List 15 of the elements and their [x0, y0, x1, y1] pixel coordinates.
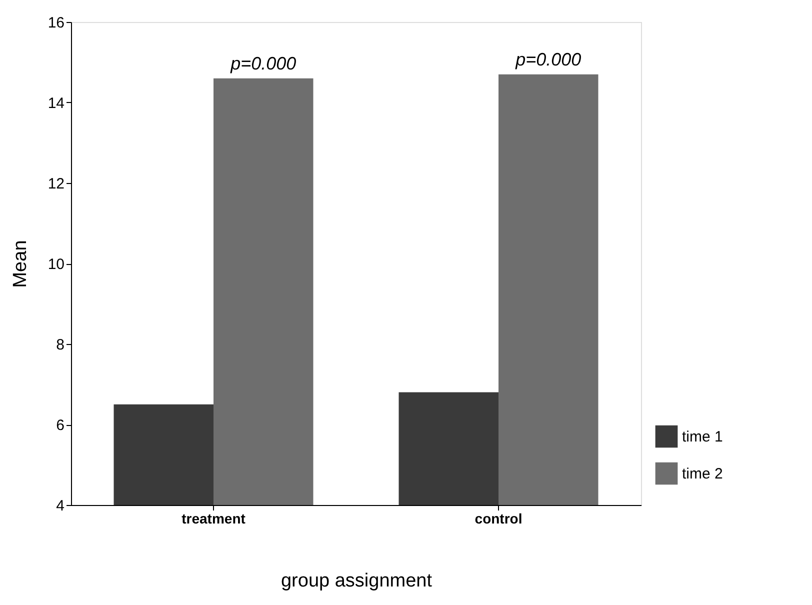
y-tick-label: 6 [56, 417, 64, 434]
y-tick-label: 12 [48, 176, 64, 192]
y-tick-label: 14 [48, 95, 64, 112]
legend-label: time 2 [682, 466, 723, 482]
legend-label: time 1 [682, 428, 723, 446]
annotation: p=0.000 [514, 49, 582, 70]
y-axis-title: Mean [10, 240, 31, 288]
y-tick-label: 8 [56, 336, 64, 354]
annotation: p=0.000 [230, 53, 296, 74]
y-tick-label: 4 [56, 498, 64, 514]
x-axis-title: group assignment [280, 570, 433, 592]
x-tick-label: treatment [182, 510, 246, 526]
y-tick-label: 10 [48, 256, 64, 273]
x-tick-label: control [474, 510, 522, 526]
y-tick-label: 16 [48, 14, 64, 32]
